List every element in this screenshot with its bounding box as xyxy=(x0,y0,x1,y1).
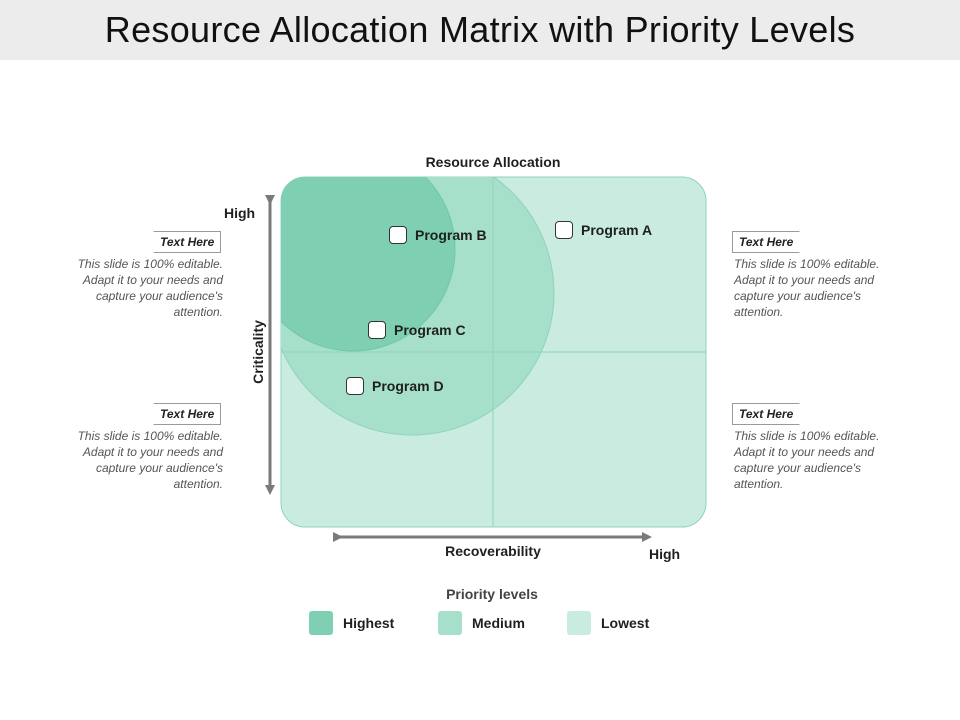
legend-label-lowest: Lowest xyxy=(601,615,650,631)
legend-swatch-highest xyxy=(309,611,333,635)
legend-item-highest: Highest xyxy=(309,611,394,635)
callout-text-top-left: This slide is 100% editable. Adapt it to… xyxy=(77,257,223,319)
program-b-label: Program B xyxy=(415,227,487,243)
legend-swatch-medium xyxy=(438,611,462,635)
legend-item-medium: Medium xyxy=(438,611,525,635)
highest-priority-circle xyxy=(281,177,456,352)
legend-item-lowest: Lowest xyxy=(567,611,649,635)
legend-title: Priority levels xyxy=(446,586,538,602)
program-b[interactable]: Program B xyxy=(389,226,487,244)
program-b-checkbox[interactable] xyxy=(389,226,407,244)
program-c[interactable]: Program C xyxy=(368,321,466,339)
resource-allocation-label: Resource Allocation xyxy=(425,154,561,170)
callout-text-top-right: This slide is 100% editable. Adapt it to… xyxy=(734,257,880,319)
criticality-high-label: High xyxy=(224,205,256,221)
program-a[interactable]: Program A xyxy=(555,221,652,239)
program-d-label: Program D xyxy=(372,378,444,394)
legend-label-highest: Highest xyxy=(343,615,395,631)
program-c-checkbox[interactable] xyxy=(368,321,386,339)
recoverability-high-label: High xyxy=(649,546,681,562)
callout-tag-top-right: Text Here xyxy=(732,231,801,253)
program-d[interactable]: Program D xyxy=(346,377,444,395)
callout-text-bottom-left: This slide is 100% editable. Adapt it to… xyxy=(77,429,223,491)
callout-tag-bottom-left: Text Here xyxy=(153,403,222,425)
callout-tag-bottom-right: Text Here xyxy=(732,403,801,425)
recoverability-label: Recoverability xyxy=(445,543,541,559)
program-a-checkbox[interactable] xyxy=(555,221,573,239)
callout-text-bottom-right: This slide is 100% editable. Adapt it to… xyxy=(734,429,880,491)
callout-tag-top-left: Text Here xyxy=(153,231,222,253)
program-c-label: Program C xyxy=(394,322,466,338)
criticality-label: Criticality xyxy=(250,320,266,384)
legend-label-medium: Medium xyxy=(472,615,525,631)
title-bar: Resource Allocation Matrix with Priority… xyxy=(0,0,960,60)
legend-swatch-lowest xyxy=(567,611,591,635)
page-title: Resource Allocation Matrix with Priority… xyxy=(104,9,856,50)
program-a-label: Program A xyxy=(581,222,653,238)
program-d-checkbox[interactable] xyxy=(346,377,364,395)
